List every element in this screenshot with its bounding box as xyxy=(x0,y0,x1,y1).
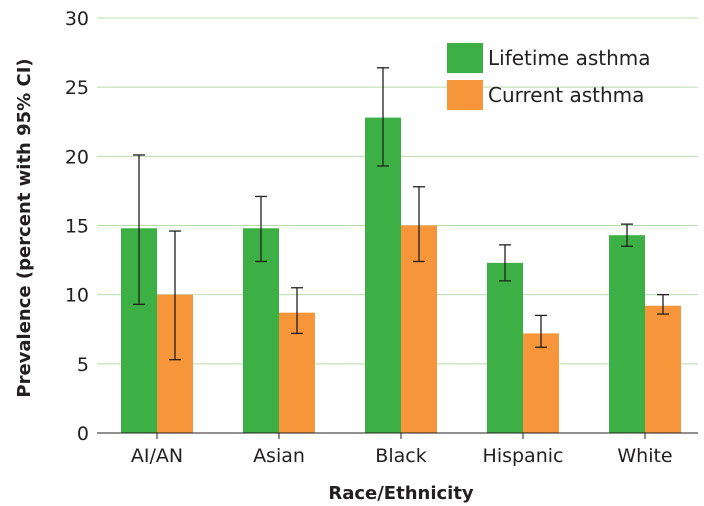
legend-swatch-1 xyxy=(447,80,483,110)
y-tick-label-15: 15 xyxy=(65,216,89,238)
x-tick-label-3: Hispanic xyxy=(483,445,564,467)
bar-0-3 xyxy=(487,262,523,433)
y-tick-label-20: 20 xyxy=(65,146,89,168)
bar-0-1 xyxy=(243,228,279,433)
legend-label-0: Lifetime asthma xyxy=(488,46,651,70)
bar-1-3 xyxy=(523,333,559,433)
x-tick-label-2: Black xyxy=(375,445,426,467)
error-bars xyxy=(133,67,669,361)
x-tick-label-4: White xyxy=(617,445,672,467)
bars xyxy=(121,117,681,433)
y-tick-label-0: 0 xyxy=(77,423,89,445)
x-tick-label-1: Asian xyxy=(253,445,305,467)
bar-0-4 xyxy=(609,235,645,433)
y-tick-label-5: 5 xyxy=(77,354,89,376)
bar-1-4 xyxy=(645,305,681,433)
x-tick-label-0: AI/AN xyxy=(131,445,183,467)
legend: Lifetime asthma Current asthma xyxy=(447,43,651,110)
y-tick-label-10: 10 xyxy=(65,285,89,307)
bar-0-2 xyxy=(365,117,401,433)
legend-swatch-0 xyxy=(447,43,483,73)
x-axis-ticks: AI/AN Asian Black Hispanic White xyxy=(131,433,673,467)
y-axis-ticks: 0 5 10 15 20 25 30 xyxy=(65,8,89,445)
legend-label-1: Current asthma xyxy=(488,83,644,107)
y-axis-title: Prevalence (percent with 95% CI) xyxy=(14,58,35,397)
x-axis-title: Race/Ethnicity xyxy=(328,483,474,504)
y-tick-label-30: 30 xyxy=(65,8,89,30)
y-tick-label-25: 25 xyxy=(65,77,89,99)
